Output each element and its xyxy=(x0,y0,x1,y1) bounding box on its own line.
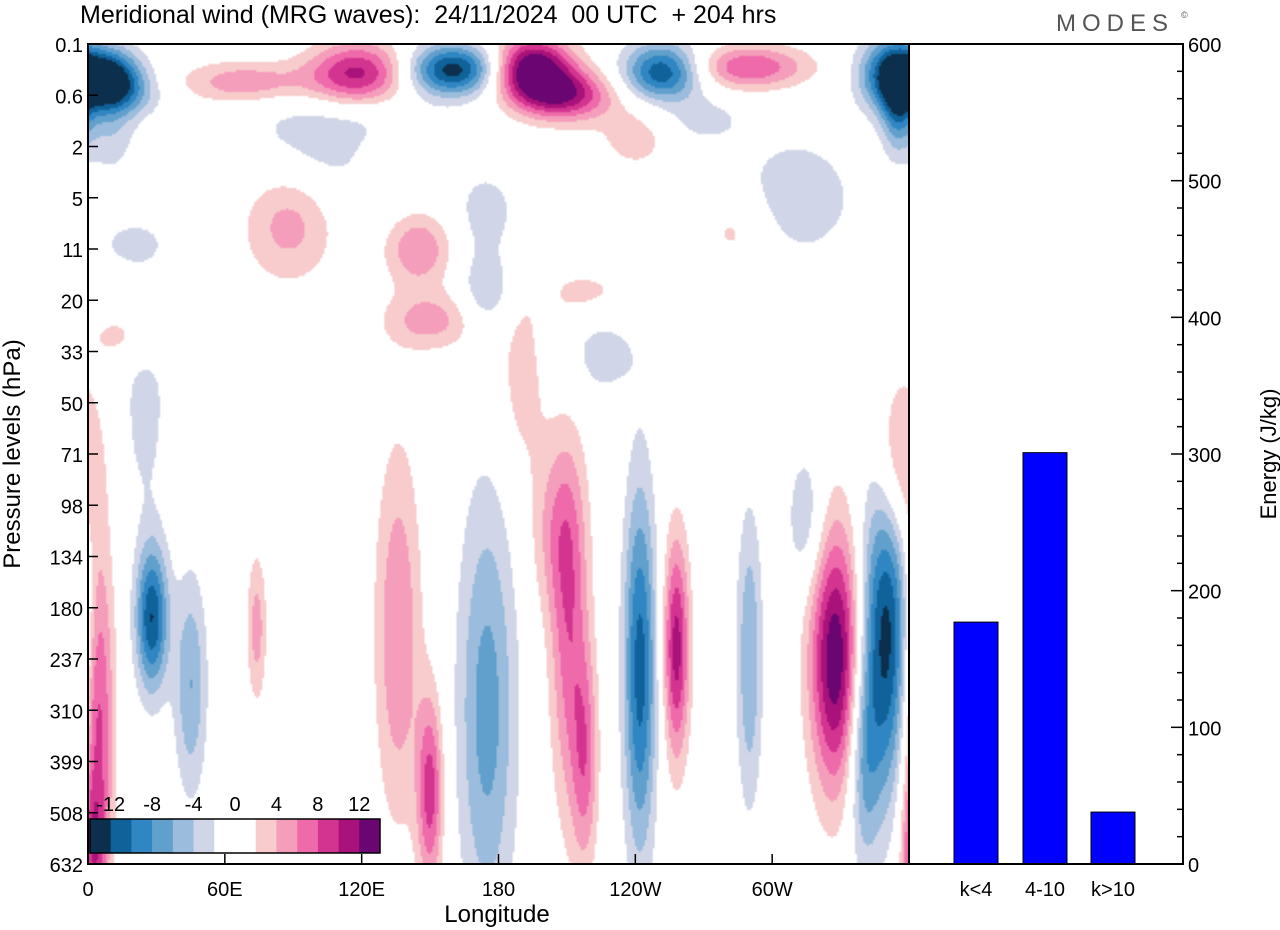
x-tick-label: 120E xyxy=(338,879,385,901)
y-tick-label: 632 xyxy=(50,855,83,877)
heatmap-field xyxy=(88,44,909,864)
colorbar-swatch xyxy=(235,819,257,853)
x-axis-label: Longitude xyxy=(444,901,549,928)
heatmap-raster xyxy=(88,44,909,864)
bar-axes: 0 100 200 300 400 500 600 xyxy=(1171,35,1221,877)
heatmap-axes: 0.1 0.6 2 5 11 20 33 50 71 98 134 180 237 310 399 508 63… xyxy=(50,35,793,901)
y-tick-label: 0.1 xyxy=(55,35,83,57)
y-axis-label: Pressure levels (hPa) xyxy=(0,339,26,568)
y-tick-label: 134 xyxy=(50,548,83,570)
modes-logo-mark: © xyxy=(1181,10,1188,20)
colorbar-label: 4 xyxy=(271,794,282,816)
y-tick-label: 310 xyxy=(50,701,83,723)
colorbar-swatch xyxy=(110,819,132,853)
y-tick-label: 180 xyxy=(50,599,83,621)
energy-tick-label: 200 xyxy=(1188,582,1221,604)
y-tick-label: 508 xyxy=(50,804,83,826)
energy-tick-label: 0 xyxy=(1188,855,1199,877)
x-tick-label: 60W xyxy=(752,879,793,901)
y-tick-label: 71 xyxy=(61,445,83,467)
energy-bar xyxy=(1090,811,1136,865)
x-tick-label: 180 xyxy=(482,879,515,901)
colorbar-swatch xyxy=(172,819,194,853)
colorbar-swatch xyxy=(255,819,277,853)
colorbar-label: -12 xyxy=(96,794,125,816)
colorbar-label: -4 xyxy=(185,794,203,816)
colorbar-swatch xyxy=(90,819,112,853)
y-tick-label: 5 xyxy=(72,189,83,211)
energy-bar-chart: k<4 4-10 k>10 xyxy=(953,452,1136,901)
colorbar-swatch xyxy=(297,819,319,853)
y-tick-label: 237 xyxy=(50,650,83,672)
x-tick-label: 120W xyxy=(609,879,661,901)
energy-bar xyxy=(953,621,999,865)
colorbar-swatch xyxy=(338,819,360,853)
colorbar-swatch xyxy=(214,819,236,853)
energy-tick-label: 600 xyxy=(1188,35,1221,57)
energy-tick-label: 300 xyxy=(1188,445,1221,467)
x-tick-label: 0 xyxy=(82,879,93,901)
energy-axis-label: Energy (J/kg) xyxy=(1256,389,1280,520)
colorbar: -12 -8 -4 0 4 8 12 xyxy=(89,794,381,854)
bar-category-label: k>10 xyxy=(1091,879,1135,901)
y-tick-label: 50 xyxy=(61,394,83,416)
colorbar-frame xyxy=(89,818,381,854)
bar-category-label: 4-10 xyxy=(1025,879,1065,901)
colorbar-label: 12 xyxy=(348,794,370,816)
energy-bar xyxy=(1022,452,1068,865)
y-tick-label: 399 xyxy=(50,753,83,775)
y-tick-label: 11 xyxy=(62,240,83,262)
modes-logo: MODES xyxy=(1056,10,1175,37)
y-tick-label: 33 xyxy=(61,343,83,365)
y-tick-label: 98 xyxy=(61,496,83,518)
colorbar-swatch xyxy=(152,819,174,853)
colorbar-label: 0 xyxy=(229,794,240,816)
colorbar-label: 8 xyxy=(312,794,323,816)
colorbar-swatch xyxy=(193,819,215,853)
y-tick-label: 2 xyxy=(72,138,83,160)
colorbar-label: -8 xyxy=(143,794,161,816)
x-tick-label: 60E xyxy=(207,879,243,901)
colorbar-swatch xyxy=(276,819,298,853)
energy-tick-label: 400 xyxy=(1188,308,1221,330)
colorbar-swatch xyxy=(131,819,153,853)
colorbar-swatch xyxy=(317,819,339,853)
chart-title: Meridional wind (MRG waves): 24/11/2024 … xyxy=(80,1,777,29)
energy-tick-label: 100 xyxy=(1188,718,1221,740)
colorbar-swatch xyxy=(359,819,381,853)
bar-category-label: k<4 xyxy=(960,879,993,901)
y-tick-label: 20 xyxy=(61,291,83,313)
y-tick-label: 0.6 xyxy=(55,86,83,108)
energy-tick-label: 500 xyxy=(1188,172,1221,194)
